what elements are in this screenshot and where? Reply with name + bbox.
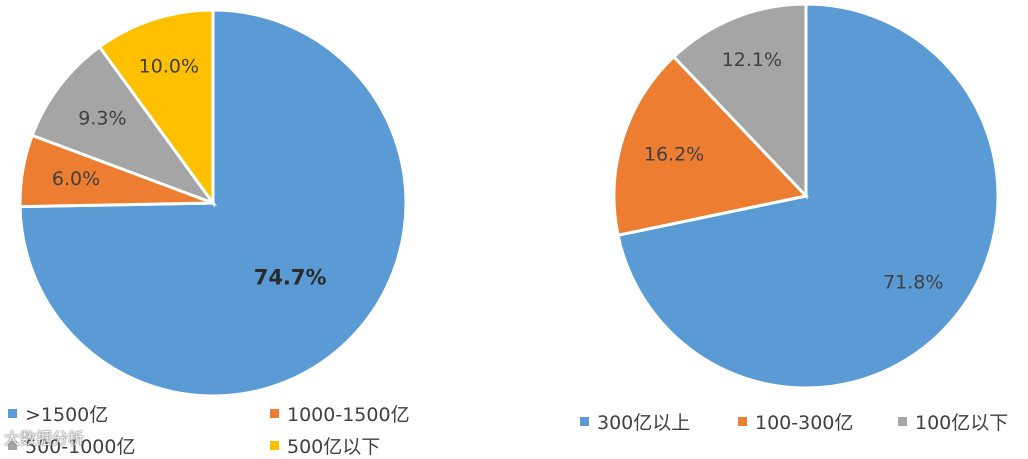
legend-swatch-orange (270, 409, 279, 418)
pie1-data-label-0: 74.7% (254, 266, 327, 290)
legend-item-500-1000: 500-1000亿 (8, 432, 135, 459)
pie2-slice-2 (671, 2, 808, 200)
pie1-data-label-1: 6.0% (52, 168, 100, 190)
legend-item-above300: 300亿以上 (580, 408, 690, 435)
watermark: 大数据分析 (4, 429, 85, 448)
pie1-slice-0 (18, 8, 408, 398)
pie2-data-label-1: 16.2% (644, 143, 704, 165)
pie1-slice-2 (30, 44, 218, 207)
legend-item-gt1500: >1500亿 (8, 400, 108, 427)
legend-label: 100-300亿 (755, 412, 854, 434)
legend-label: 500-1000亿 (25, 436, 136, 458)
legend-item-below500: 500亿以下 (270, 432, 380, 459)
legend-swatch-gray (8, 441, 17, 450)
legend-item-100-300: 100-300亿 (738, 408, 853, 435)
legend-label: 100亿以下 (915, 412, 1009, 434)
pie1-data-label-2: 9.3% (78, 107, 126, 129)
legend-swatch-blue (580, 417, 589, 426)
pie2-slice-1 (612, 54, 809, 237)
pie1-data-label-3: 10.0% (139, 56, 199, 78)
legend-label: >1500亿 (25, 404, 109, 426)
legend-swatch-blue (8, 409, 17, 418)
pie2-data-label-2: 12.1% (722, 49, 782, 71)
legend-label: 300亿以上 (597, 412, 691, 434)
legend-swatch-yellow (270, 441, 279, 450)
legend-label: 500亿以下 (287, 436, 381, 458)
legend-swatch-gray (898, 417, 907, 426)
legend-swatch-orange (738, 417, 747, 426)
pie2-data-label-0: 71.8% (883, 272, 943, 294)
legend-item-below100: 100亿以下 (898, 408, 1008, 435)
legend-item-1000-1500: 1000-1500亿 (270, 400, 410, 427)
legend-label: 1000-1500亿 (287, 404, 410, 426)
pie1-slice-3 (97, 8, 215, 208)
